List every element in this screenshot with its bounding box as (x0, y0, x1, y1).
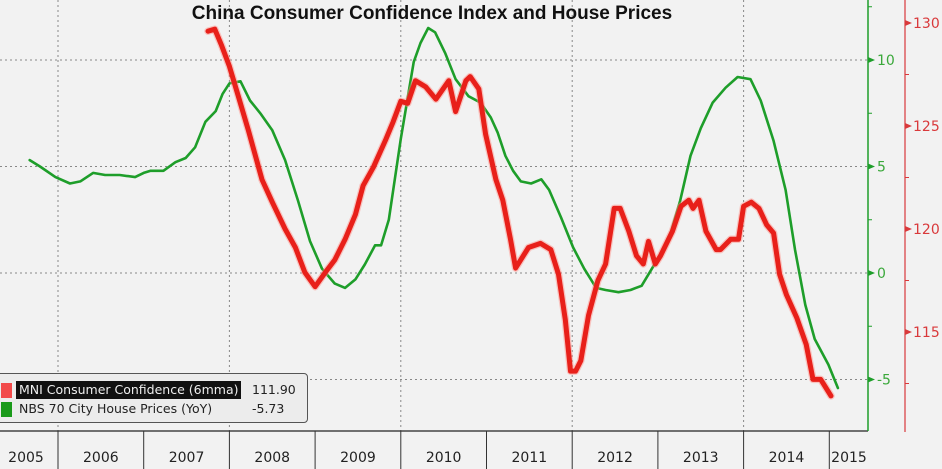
y-tick-marker (905, 123, 912, 129)
y-axis-green: 10 5 0 -5 (867, 0, 895, 431)
x-tick-label: 2015 (831, 450, 867, 466)
y-tick-label-red: 130 (913, 16, 940, 32)
x-tick-label: 2009 (340, 450, 376, 466)
y-tick-label-green: 10 (877, 53, 895, 69)
x-tick-label: 2008 (254, 450, 290, 466)
x-tick-label: 2011 (512, 450, 548, 466)
legend-swatch-green (1, 401, 12, 417)
y-tick-label-red: 120 (913, 222, 940, 238)
legend-value: -5.73 (252, 401, 285, 416)
x-tick-label: 2006 (83, 450, 119, 466)
y-tick-label-red: 125 (913, 119, 940, 135)
x-tick-label: 2014 (769, 450, 805, 466)
x-tick-label: 2010 (426, 450, 462, 466)
y-tick-label-green: 0 (877, 266, 886, 282)
legend-label: MNI Consumer Confidence (6mma) (16, 381, 242, 399)
x-tick-label: 2013 (683, 450, 719, 466)
legend: MNI Consumer Confidence (6mma) 111.90 NB… (0, 373, 308, 423)
x-tick-label: 2012 (597, 450, 633, 466)
x-tick-label: 2007 (169, 450, 205, 466)
legend-value: 111.90 (252, 382, 296, 397)
x-axis: 2005 2006 2007 2008 2009 2010 2011 2012 2013 2014… (0, 430, 868, 469)
series-line-consumer-confidence (205, 26, 834, 399)
gridlines (0, 0, 868, 431)
y-tick-label-green: -5 (877, 373, 891, 389)
y-tick-marker (868, 163, 875, 170)
y-tick-marker (905, 20, 912, 26)
y-tick-marker (868, 376, 875, 383)
legend-label: NBS 70 City House Prices (YoY) (19, 401, 213, 416)
y-tick-marker (868, 270, 875, 276)
series-lines (28, 25, 840, 400)
y-tick-marker (868, 57, 875, 63)
chart-title: China Consumer Confidence Index and Hous… (192, 3, 672, 24)
legend-swatch-red (1, 382, 12, 398)
legend-item-house-prices[interactable]: NBS 70 City House Prices (YoY) (1, 399, 215, 419)
y-axis-red: 130 125 120 115 (904, 0, 940, 432)
x-tick-label: 2005 (8, 450, 44, 466)
series-line-house-prices (28, 26, 840, 390)
legend-item-consumer-confidence[interactable]: MNI Consumer Confidence (6mma) (1, 380, 242, 400)
y-tick-label-red: 115 (913, 325, 940, 341)
y-tick-marker (905, 226, 912, 232)
y-tick-marker (905, 329, 912, 335)
y-tick-label-green: 5 (877, 160, 886, 176)
